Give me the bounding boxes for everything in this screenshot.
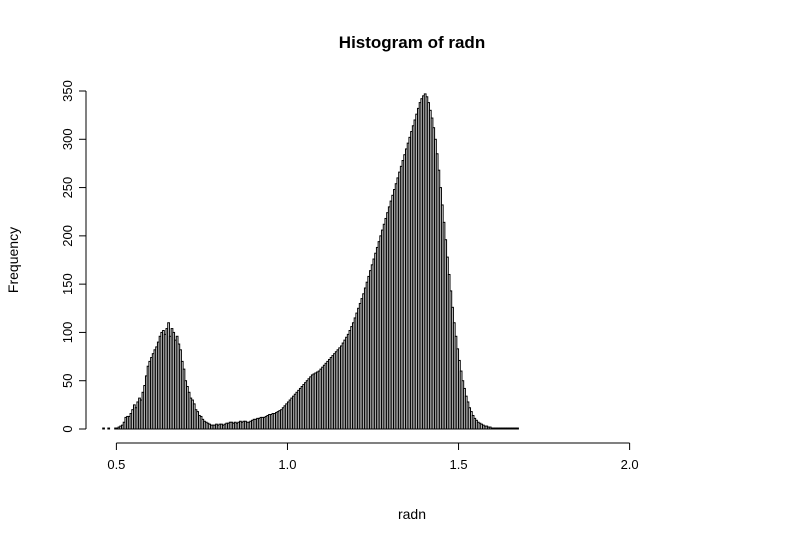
y-tick-label: 250 (60, 177, 75, 199)
histogram-bar (102, 427, 105, 430)
x-axis-ticks: 0.5 1.0 1.5 2.0 (107, 443, 639, 472)
x-tick-label: 1.5 (450, 457, 468, 472)
histogram-bar (107, 427, 111, 430)
x-tick-label: 0.5 (107, 457, 125, 472)
x-tick-label: 1.0 (278, 457, 296, 472)
x-axis-label: radn (398, 506, 426, 522)
y-tick-label: 300 (60, 128, 75, 150)
y-tick-label: 100 (60, 322, 75, 344)
y-tick-label: 50 (60, 373, 75, 387)
chart-title: Histogram of radn (339, 33, 485, 52)
y-tick-label: 0 (60, 425, 75, 432)
bars-group (102, 93, 519, 430)
y-axis-ticks: 0 50 100 150 200 250 300 350 (60, 80, 86, 433)
histogram-bar (516, 427, 519, 430)
y-tick-label: 350 (60, 80, 75, 102)
y-tick-label: 150 (60, 273, 75, 295)
y-tick-label: 200 (60, 225, 75, 247)
y-axis-label: Frequency (5, 227, 21, 293)
x-tick-label: 2.0 (621, 457, 639, 472)
